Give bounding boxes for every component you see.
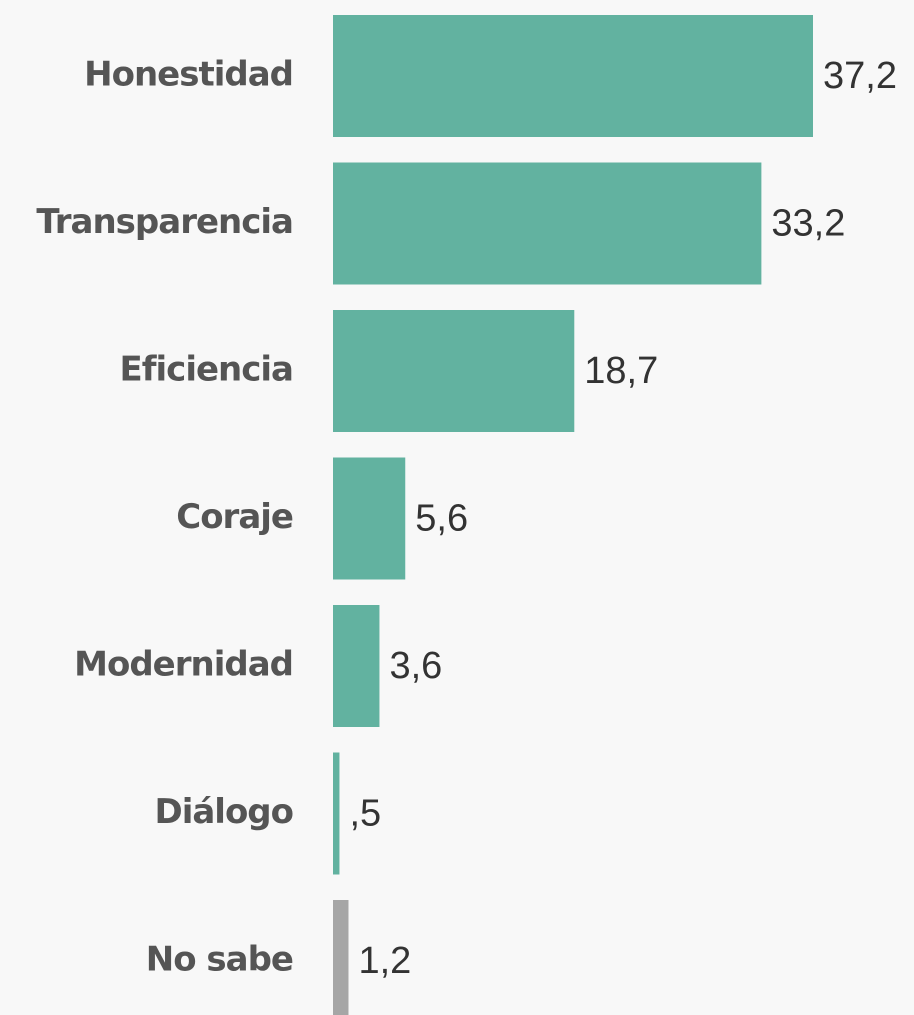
category-label: No sabe (146, 940, 293, 980)
category-label: Honestidad (84, 55, 293, 95)
bar (333, 900, 349, 1015)
value-label: 37,2 (823, 55, 897, 97)
category-label: Modernidad (74, 645, 293, 685)
bar (333, 162, 762, 285)
bar (333, 457, 406, 580)
value-label: 33,2 (771, 203, 845, 245)
value-label: 1,2 (358, 940, 411, 982)
category-label: Eficiencia (120, 350, 294, 390)
value-label: 3,6 (389, 645, 442, 687)
bar (333, 310, 575, 432)
bar (333, 605, 380, 727)
bar (333, 15, 813, 137)
value-label: 18,7 (584, 350, 658, 392)
bar (333, 752, 340, 875)
value-label: 5,6 (415, 498, 468, 540)
category-label: Transparencia (36, 202, 293, 242)
category-label: Diálogo (154, 792, 293, 832)
value-label: ,5 (349, 793, 381, 835)
category-label: Coraje (176, 497, 293, 537)
